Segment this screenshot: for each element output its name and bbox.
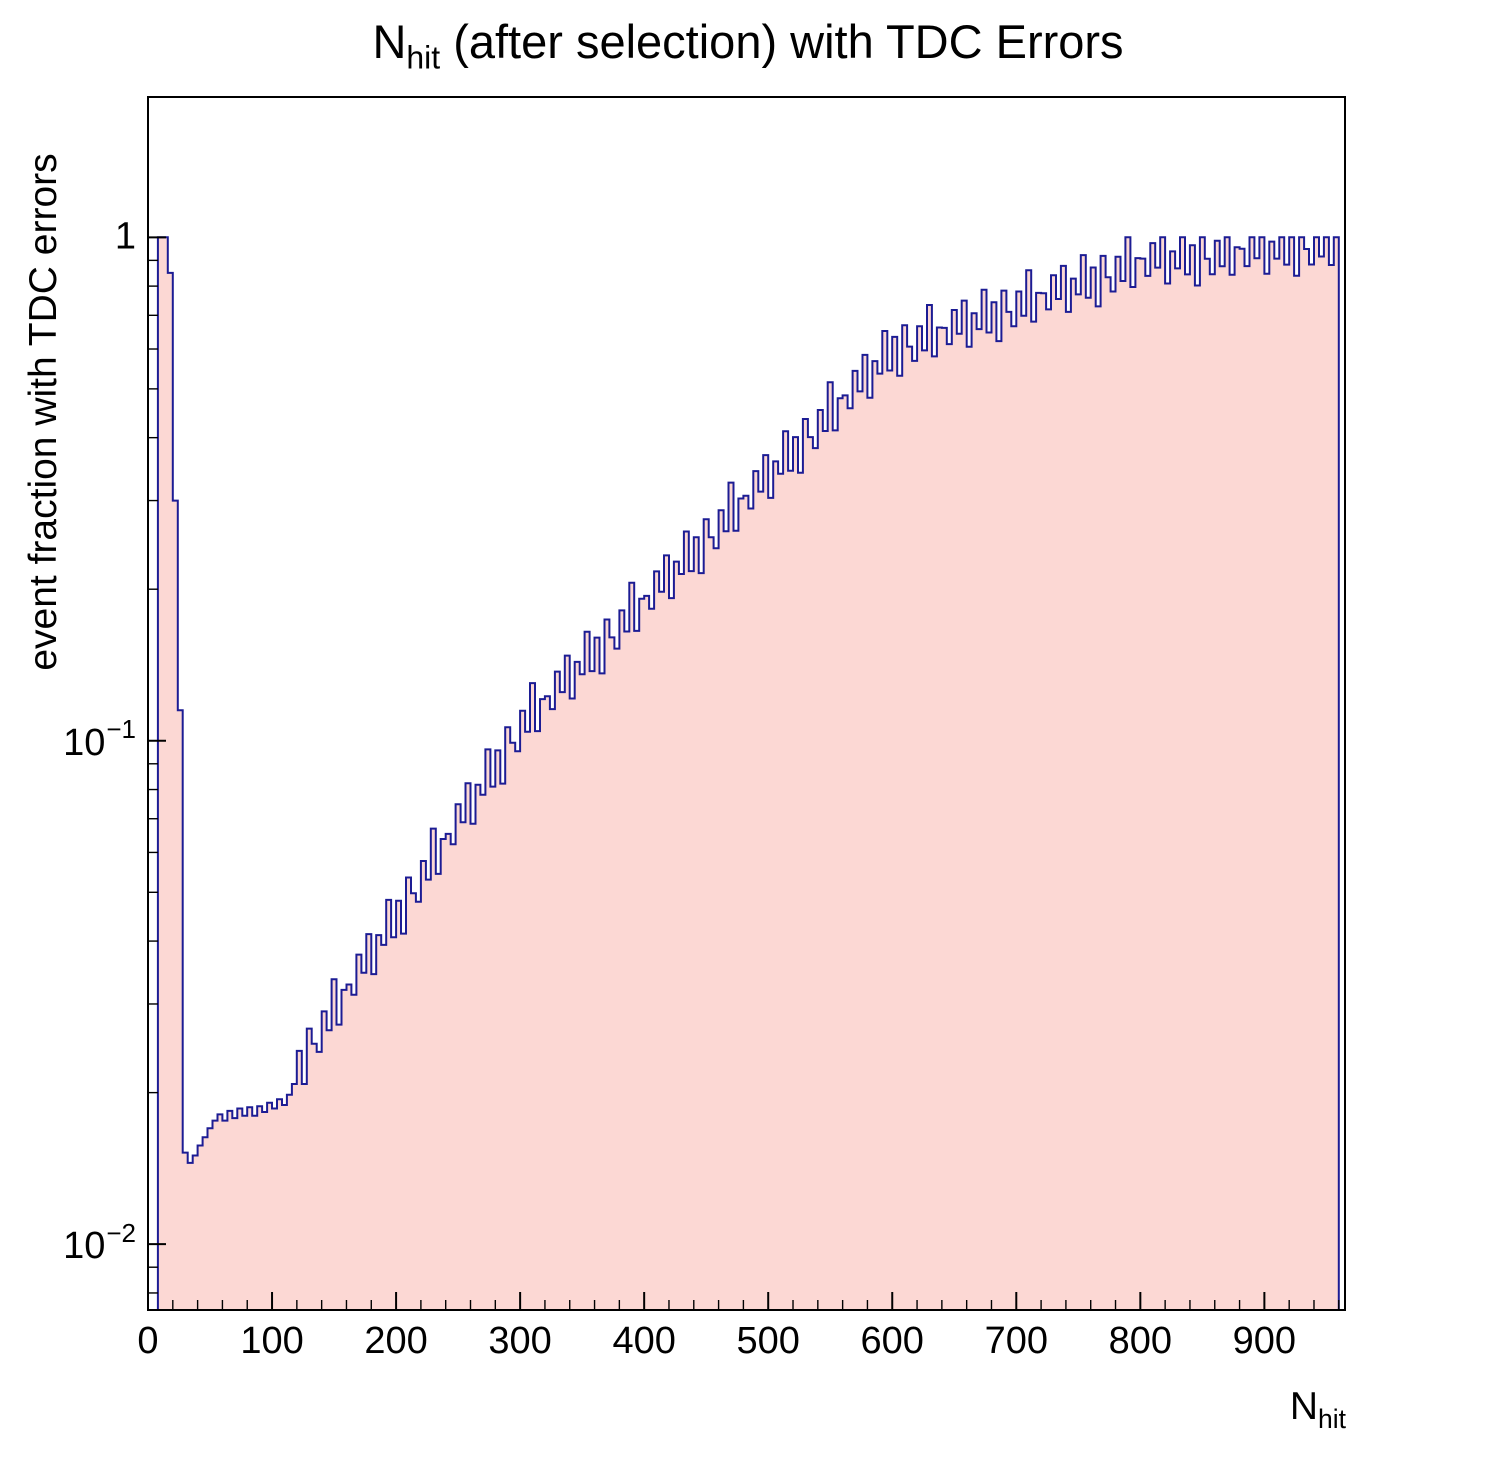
x-tick-label: 700 [984,1320,1048,1362]
x-tick-label: 400 [612,1320,676,1362]
x-tick-label: 0 [137,1320,159,1362]
x-tick-label: 600 [860,1320,924,1362]
x-tick-label: 200 [364,1320,428,1362]
y-tick-label: 1 [114,215,136,258]
chart-title-sub: hit [406,39,441,76]
x-axis-title: Nhit [1290,1385,1346,1435]
x-axis-title-sub: hit [1317,1403,1346,1434]
x-tick-label: 300 [488,1320,552,1362]
y-tick-label: 10−1 [63,714,136,764]
chart-title: Nhit (after selection) with TDC Errors [372,14,1123,76]
x-tick-label: 800 [1108,1320,1173,1362]
chart-title-pre: N [372,15,407,68]
x-axis-title-pre: N [1289,1385,1318,1428]
y-tick-label: 10−2 [63,1217,136,1267]
x-tick-label: 100 [240,1320,304,1362]
chart-title-post: (after selection) with TDC Errors [440,15,1124,68]
x-tick-label: 900 [1232,1320,1297,1362]
x-tick-label: 500 [736,1320,800,1362]
